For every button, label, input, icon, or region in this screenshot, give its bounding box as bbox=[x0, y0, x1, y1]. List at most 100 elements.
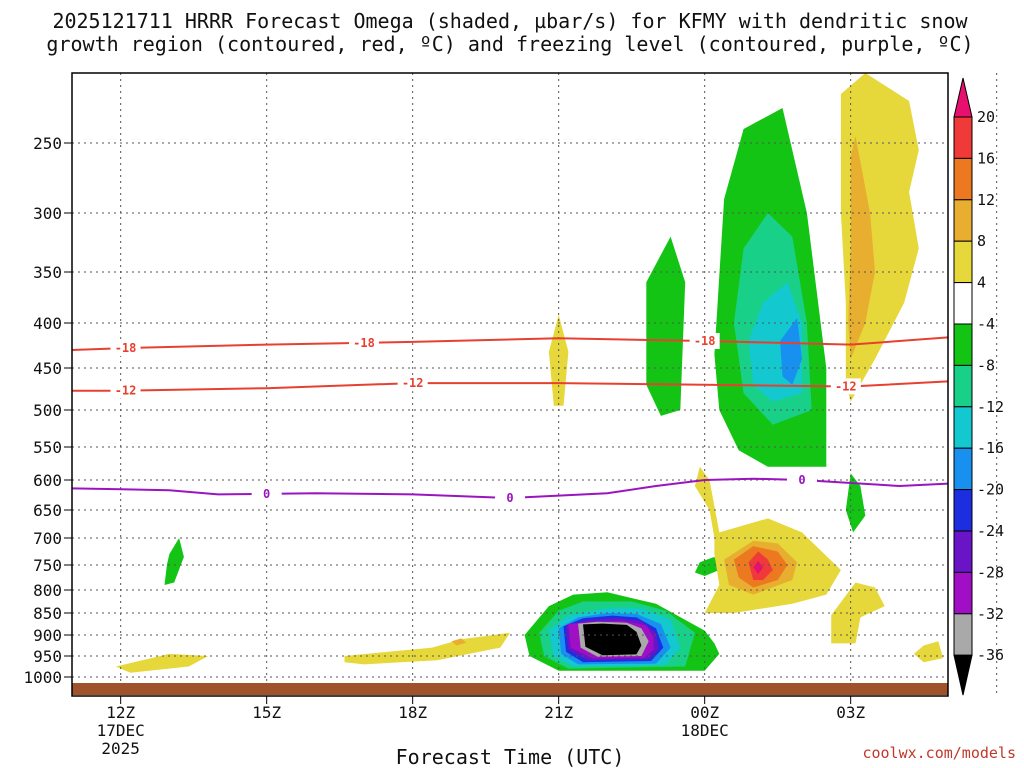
colorbar: 20 16 12 8 4 -4 -8 -12 -16 -20 -24 -28 -32 -36 bbox=[953, 77, 1004, 696]
y-tick-label-1000: 1000 bbox=[23, 668, 62, 687]
y-tick-label-550: 550 bbox=[33, 438, 62, 457]
y-tick-label-750: 750 bbox=[33, 556, 62, 575]
omega-region-13 bbox=[913, 641, 944, 663]
colorbar-tick-10: -24 bbox=[977, 522, 1004, 540]
colorbar-bin-8 bbox=[953, 406, 973, 449]
colorbar-bin-9 bbox=[953, 447, 973, 491]
dgz-contour-0-label-2: -18 bbox=[694, 334, 716, 348]
freezing-level-contour-label-bg-0 bbox=[251, 485, 282, 502]
x-tick-label-12Z: 12Z bbox=[106, 703, 135, 722]
colorbar-bin-2 bbox=[953, 157, 973, 201]
gridlines bbox=[72, 73, 998, 696]
x-tick-label-15Z: 15Z bbox=[252, 703, 281, 722]
colorbar-tick-1: 16 bbox=[977, 149, 995, 167]
dgz-contour-0-label-bg-0 bbox=[110, 340, 141, 357]
x-tick-label-21Z: 21Z bbox=[544, 703, 573, 722]
chart-title-line-2: growth region (contoured, red, ºC) and f… bbox=[46, 32, 973, 56]
dgz-contour-1-line bbox=[72, 380, 948, 392]
y-tick-label-400: 400 bbox=[33, 314, 62, 333]
x-tick-label-18Z: 18Z bbox=[398, 703, 427, 722]
omega-region-20 bbox=[780, 317, 802, 385]
colorbar-tick-13: -36 bbox=[977, 646, 1004, 664]
dgz-contour-0-label-0: -18 bbox=[115, 341, 137, 355]
y-axis-ticks: 250 300 350 400 450 500 550 600 650 700 750 800 850 9… bbox=[23, 134, 72, 687]
colorbar-tick-9: -20 bbox=[977, 481, 1004, 499]
colorbar-bin-3 bbox=[953, 199, 973, 242]
freezing-level-contour-label-bg-1 bbox=[495, 490, 525, 506]
colorbar-tick-12: -32 bbox=[977, 605, 1004, 623]
y-tick-label-800: 800 bbox=[33, 581, 62, 600]
ground-surface-band bbox=[72, 683, 948, 695]
dgz-contour-0-label-bg-2 bbox=[689, 333, 720, 349]
y-tick-label-600: 600 bbox=[33, 471, 62, 490]
y-tick-label-900: 900 bbox=[33, 626, 62, 645]
omega-region-5 bbox=[646, 236, 686, 416]
omega-region-7 bbox=[694, 466, 841, 613]
colorbar-tick-11: -28 bbox=[977, 563, 1004, 581]
x-axis-label: Forecast Time (UTC) bbox=[396, 745, 625, 768]
dgz-contour-0-label-1: -18 bbox=[353, 336, 375, 350]
omega-region-12 bbox=[831, 582, 885, 644]
colorbar-bin-1 bbox=[953, 116, 973, 159]
plot-frame bbox=[71, 72, 949, 697]
chart-title-line-1: 2025121711 HRRR Forecast Omega (shaded, … bbox=[52, 9, 968, 33]
omega-region-2 bbox=[344, 632, 510, 665]
freezing-level-contour-label-0: 0 bbox=[263, 487, 270, 501]
freezing-level-contour-label-bg-2 bbox=[787, 472, 817, 488]
colorbar-bin-7 bbox=[953, 364, 973, 408]
y-tick-label-300: 300 bbox=[33, 204, 62, 223]
dgz-contour-1-label-bg-2 bbox=[830, 378, 861, 395]
contour-lines: -18 -18 -18 -12 -12 -12 0 0 0 bbox=[72, 333, 948, 506]
y-tick-label-650: 650 bbox=[33, 501, 62, 520]
colorbar-bin-5 bbox=[953, 282, 973, 325]
credit-text: coolwx.com/models bbox=[862, 744, 1016, 762]
freezing-level-contour-label-1: 0 bbox=[506, 491, 513, 505]
x-tick-label-00Z: 00Z bbox=[690, 703, 719, 722]
y-tick-label-500: 500 bbox=[33, 401, 62, 420]
y-tick-label-250: 250 bbox=[33, 134, 62, 153]
omega-shading bbox=[115, 73, 944, 673]
colorbar-bin-6 bbox=[953, 323, 973, 366]
y-tick-label-350: 350 bbox=[33, 263, 62, 282]
dgz-contour-0-label-bg-1 bbox=[349, 334, 379, 351]
colorbar-top-arrow bbox=[953, 77, 973, 118]
colorbar-tick-8: -16 bbox=[977, 439, 1004, 457]
dgz-contour-1-label-bg-0 bbox=[110, 382, 141, 399]
colorbar-tick-6: -8 bbox=[977, 356, 995, 374]
freezing-level-contour-label-2: 0 bbox=[798, 473, 805, 487]
omega-region-11 bbox=[753, 560, 764, 574]
y-tick-label-700: 700 bbox=[33, 529, 62, 548]
x-tick-date-12Z: 17DEC bbox=[97, 721, 145, 740]
dgz-contour-1-label-bg-1 bbox=[397, 375, 428, 392]
colorbar-tick-5: -4 bbox=[977, 315, 995, 333]
colorbar-bin-4 bbox=[953, 240, 973, 284]
omega-region-16 bbox=[848, 136, 875, 359]
omega-region-29 bbox=[583, 623, 642, 656]
y-tick-label-850: 850 bbox=[33, 604, 62, 623]
colorbar-bottom-arrow bbox=[953, 654, 973, 696]
omega-region-1 bbox=[115, 653, 209, 673]
y-tick-label-450: 450 bbox=[33, 359, 62, 378]
colorbar-tick-7: -12 bbox=[977, 398, 1004, 416]
dgz-contour-1-label-2: -12 bbox=[835, 379, 857, 393]
y-tick-label-950: 950 bbox=[33, 647, 62, 666]
colorbar-bin-13 bbox=[953, 613, 973, 656]
omega-region-0 bbox=[164, 538, 184, 585]
colorbar-bin-12 bbox=[953, 571, 973, 615]
omega-region-3 bbox=[451, 638, 467, 646]
colorbar-tick-4: 4 bbox=[977, 274, 986, 292]
dgz-contour-0-line bbox=[72, 336, 948, 351]
dgz-contour-1-label-1: -12 bbox=[402, 376, 424, 390]
colorbar-tick-0: 20 bbox=[977, 108, 995, 126]
colorbar-tick-2: 12 bbox=[977, 191, 995, 209]
x-tick-year-12Z: 2025 bbox=[101, 739, 140, 758]
x-tick-date-00Z: 18DEC bbox=[681, 721, 729, 740]
x-tick-label-03Z: 03Z bbox=[836, 703, 865, 722]
omega-region-6 bbox=[694, 556, 720, 576]
colorbar-bin-10 bbox=[953, 489, 973, 532]
colorbar-bin-11 bbox=[953, 530, 973, 573]
colorbar-tick-3: 8 bbox=[977, 232, 986, 250]
dgz-contour-1-label-0: -12 bbox=[115, 384, 137, 398]
